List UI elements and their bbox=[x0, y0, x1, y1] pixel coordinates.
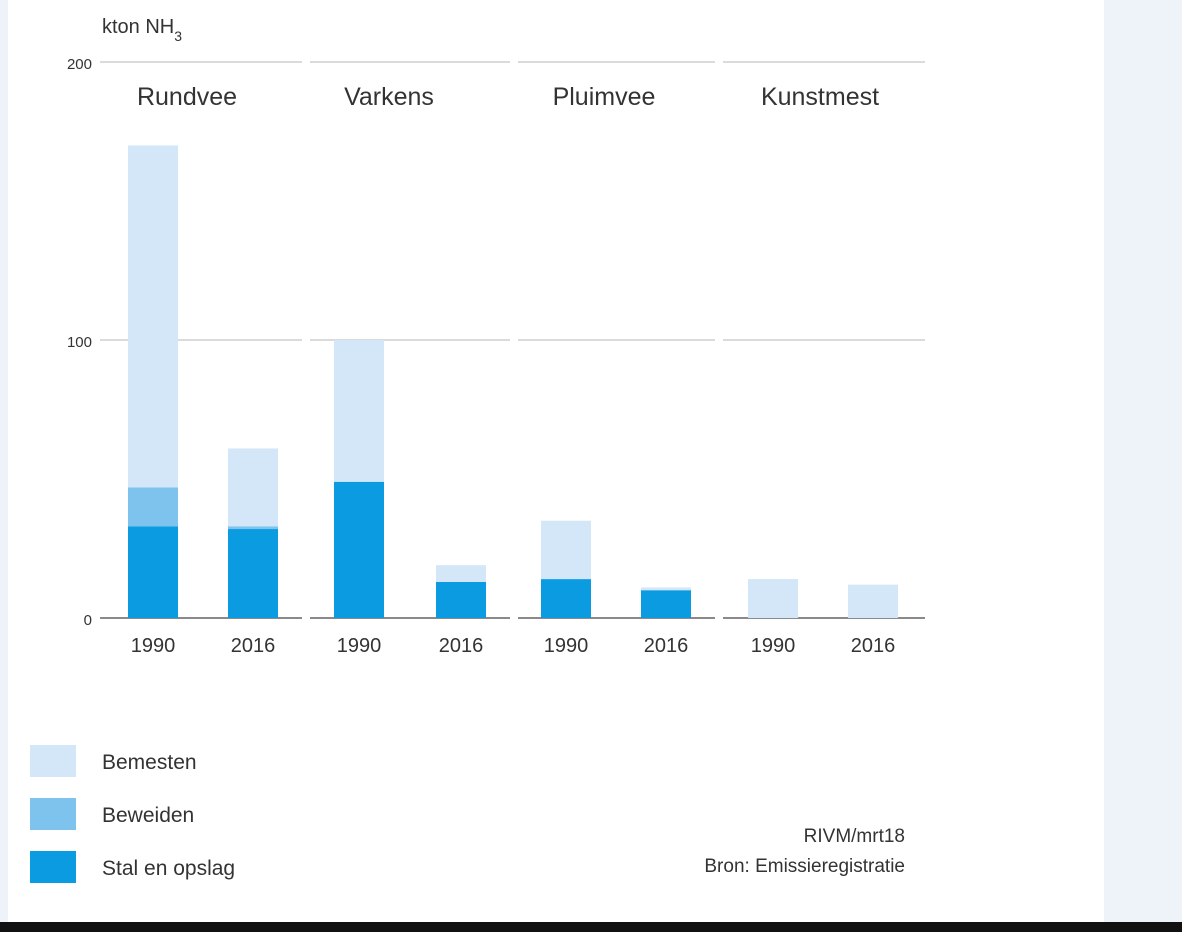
group-label-pluimvee: Pluimvee bbox=[553, 83, 656, 111]
x-tick-label: 1990 bbox=[337, 635, 382, 657]
x-tick-label: 2016 bbox=[231, 635, 276, 657]
source-note: Bron: Emissieregistratie bbox=[704, 856, 905, 877]
legend-swatch-bemesten bbox=[30, 745, 76, 777]
left-background-strip bbox=[0, 0, 8, 932]
bar-segment-stal-en-opslag bbox=[128, 526, 178, 618]
y-tick-200: 200 bbox=[67, 56, 92, 73]
bar-segment-stal-en-opslag bbox=[436, 581, 486, 618]
bar-segment-beweiden bbox=[228, 526, 278, 530]
group-label-varkens: Varkens bbox=[344, 83, 434, 111]
group-label-rundvee: Rundvee bbox=[137, 83, 237, 111]
bar-segment-bemesten bbox=[848, 584, 898, 618]
bar-segment-bemesten bbox=[541, 520, 591, 580]
x-tick-label: 2016 bbox=[644, 635, 689, 657]
legend-label-stal-en-opslag: Stal en opslag bbox=[102, 857, 235, 880]
bottom-frame-bar bbox=[0, 922, 1182, 932]
bar-segment-stal-en-opslag bbox=[228, 529, 278, 618]
y-axis-unit-label: kton NH3 bbox=[102, 16, 182, 44]
y-tick-0: 0 bbox=[84, 612, 92, 629]
legend-label-bemesten: Bemesten bbox=[102, 751, 197, 774]
bar-segment-stal-en-opslag bbox=[334, 481, 384, 618]
bar-segment-beweiden bbox=[128, 487, 178, 527]
x-tick-label: 1990 bbox=[751, 635, 796, 657]
bar-segment-bemesten bbox=[748, 579, 798, 618]
bar-segment-bemesten bbox=[228, 448, 278, 527]
bars bbox=[128, 145, 898, 618]
x-tick-label: 2016 bbox=[851, 635, 896, 657]
legend-swatch-stal-en-opslag bbox=[30, 851, 76, 883]
bar-segment-stal-en-opslag bbox=[541, 579, 591, 618]
x-tick-label: 2016 bbox=[439, 635, 484, 657]
y-axis-unit-subscript: 3 bbox=[174, 28, 182, 44]
y-tick-100: 100 bbox=[67, 334, 92, 351]
group-label-kunstmest: Kunstmest bbox=[761, 83, 879, 111]
x-tick-label: 1990 bbox=[544, 635, 589, 657]
x-tick-label: 1990 bbox=[131, 635, 176, 657]
legend-label-beweiden: Beweiden bbox=[102, 804, 194, 827]
bar-segment-stal-en-opslag bbox=[641, 590, 691, 618]
bar-segment-bemesten bbox=[436, 565, 486, 582]
legend-swatch-beweiden bbox=[30, 798, 76, 830]
y-axis-unit-text: kton NH bbox=[102, 16, 174, 38]
bar-segment-bemesten bbox=[641, 587, 691, 591]
bar-segment-bemesten bbox=[334, 340, 384, 482]
gridlines bbox=[100, 61, 925, 619]
right-side-panel bbox=[1104, 0, 1182, 932]
source-credit: RIVM/mrt18 bbox=[804, 826, 905, 847]
bar-segment-bemesten bbox=[128, 145, 178, 488]
